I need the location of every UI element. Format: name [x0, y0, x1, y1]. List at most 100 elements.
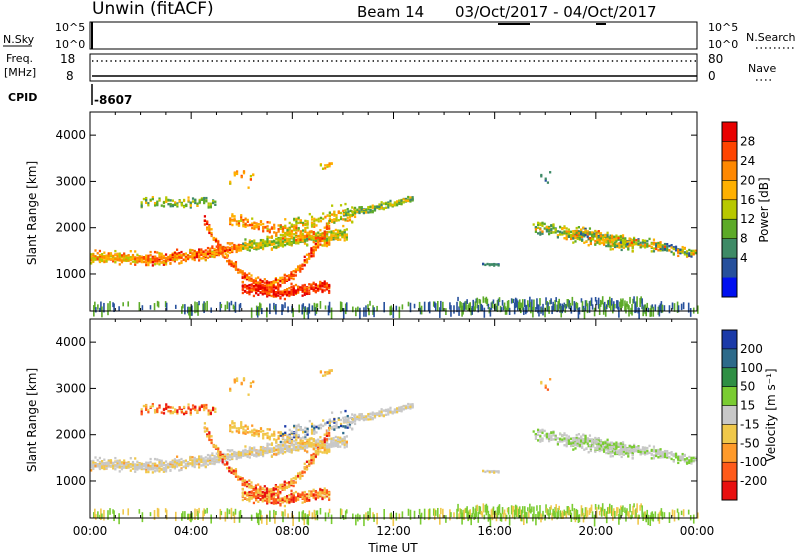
power-cell [358, 210, 361, 213]
power-cell [262, 227, 265, 230]
power-cell [248, 283, 251, 287]
velocity-cell [129, 469, 132, 472]
velocity-cell [323, 496, 326, 499]
velocity-cell [250, 486, 253, 489]
power-cell [345, 238, 348, 241]
velocity-cell [266, 432, 269, 435]
power-cell [273, 239, 276, 243]
power-cell [321, 284, 324, 288]
velocity-cell [228, 449, 232, 453]
power-cell [259, 223, 263, 226]
power-cell [248, 244, 251, 247]
power-cell [211, 200, 215, 203]
power-cbar-segment [722, 219, 737, 240]
power-cell [235, 244, 238, 248]
power-cell [303, 291, 306, 294]
power-cell [252, 289, 256, 292]
velocity-cell [266, 442, 269, 446]
power-cell [286, 227, 289, 230]
power-cell [580, 298, 583, 303]
power-cell [687, 302, 690, 313]
power-cell [237, 249, 240, 252]
power-cell [171, 253, 174, 257]
power-cell [666, 245, 669, 248]
velocity-cell [178, 463, 181, 466]
velocity-cell [211, 462, 214, 465]
power-cell [118, 253, 121, 256]
power-cbar-tick: 16 [740, 193, 755, 207]
velocity-cell [301, 470, 304, 473]
power-cell [162, 201, 166, 204]
power-cell [613, 245, 617, 249]
velocity-cell [255, 450, 258, 453]
power-cell [129, 258, 132, 261]
power-cell [624, 241, 627, 244]
velocity-cell [272, 499, 275, 503]
power-cell [158, 254, 161, 257]
power-cell [105, 260, 108, 263]
velocity-cell [213, 462, 216, 466]
power-cell [149, 250, 152, 254]
velocity-cell [301, 492, 304, 495]
velocity-cell [239, 454, 243, 457]
velocity-cell [299, 477, 302, 480]
power-cell [127, 255, 130, 259]
velocity-cell [284, 447, 287, 451]
velocity-cell [275, 438, 278, 442]
power-cell [632, 236, 636, 240]
velocity-cell [332, 437, 335, 440]
power-cell [325, 284, 329, 287]
power-cell [477, 304, 480, 313]
velocity-cell [178, 458, 181, 462]
velocity-cell [96, 463, 99, 466]
velocity-cell [217, 447, 220, 451]
power-cell [319, 239, 322, 242]
power-cell [563, 230, 566, 233]
velocity-cell [252, 494, 256, 497]
velocity-cell [211, 407, 215, 410]
velocity-cell [273, 433, 276, 436]
power-cell [486, 298, 489, 307]
velocity-cell [268, 497, 271, 501]
power-cell [588, 227, 592, 230]
power-cell [402, 201, 405, 204]
power-cell [286, 229, 289, 232]
power-cell [286, 290, 289, 293]
power-cell [596, 237, 599, 240]
power-cell [616, 244, 619, 248]
power-cell [580, 235, 584, 238]
power-cell [277, 287, 280, 290]
power-cell [604, 234, 607, 238]
power-cell [308, 232, 311, 235]
power-cell [635, 301, 637, 313]
velocity-cell [281, 434, 285, 438]
velocity-cell [136, 467, 139, 470]
velocity-cell [142, 463, 146, 467]
power-cell [160, 257, 163, 260]
velocity-cell [134, 466, 137, 469]
power-cell [342, 308, 345, 320]
power-cell [341, 235, 344, 238]
velocity-cell [268, 438, 271, 441]
power-cell [328, 211, 331, 214]
power-cell [262, 230, 265, 233]
power-cell [194, 301, 196, 314]
velocity-cell [189, 409, 192, 413]
power-cell [615, 234, 618, 237]
power-cell [335, 216, 338, 219]
velocity-cell [261, 492, 264, 495]
velocity-cell [252, 501, 256, 505]
power-cell [203, 201, 206, 205]
power-cell [343, 230, 346, 234]
power-cell [569, 235, 573, 238]
power-cell [332, 232, 335, 235]
velocity-cell [303, 466, 306, 469]
power-cell [561, 232, 564, 236]
velocity-cell [263, 494, 267, 497]
velocity-cell [94, 456, 97, 459]
velocity-cell [310, 444, 313, 447]
velocity-cell [286, 497, 289, 500]
power-cell [339, 211, 343, 215]
power-cell [222, 249, 225, 252]
power-cell [595, 234, 598, 237]
